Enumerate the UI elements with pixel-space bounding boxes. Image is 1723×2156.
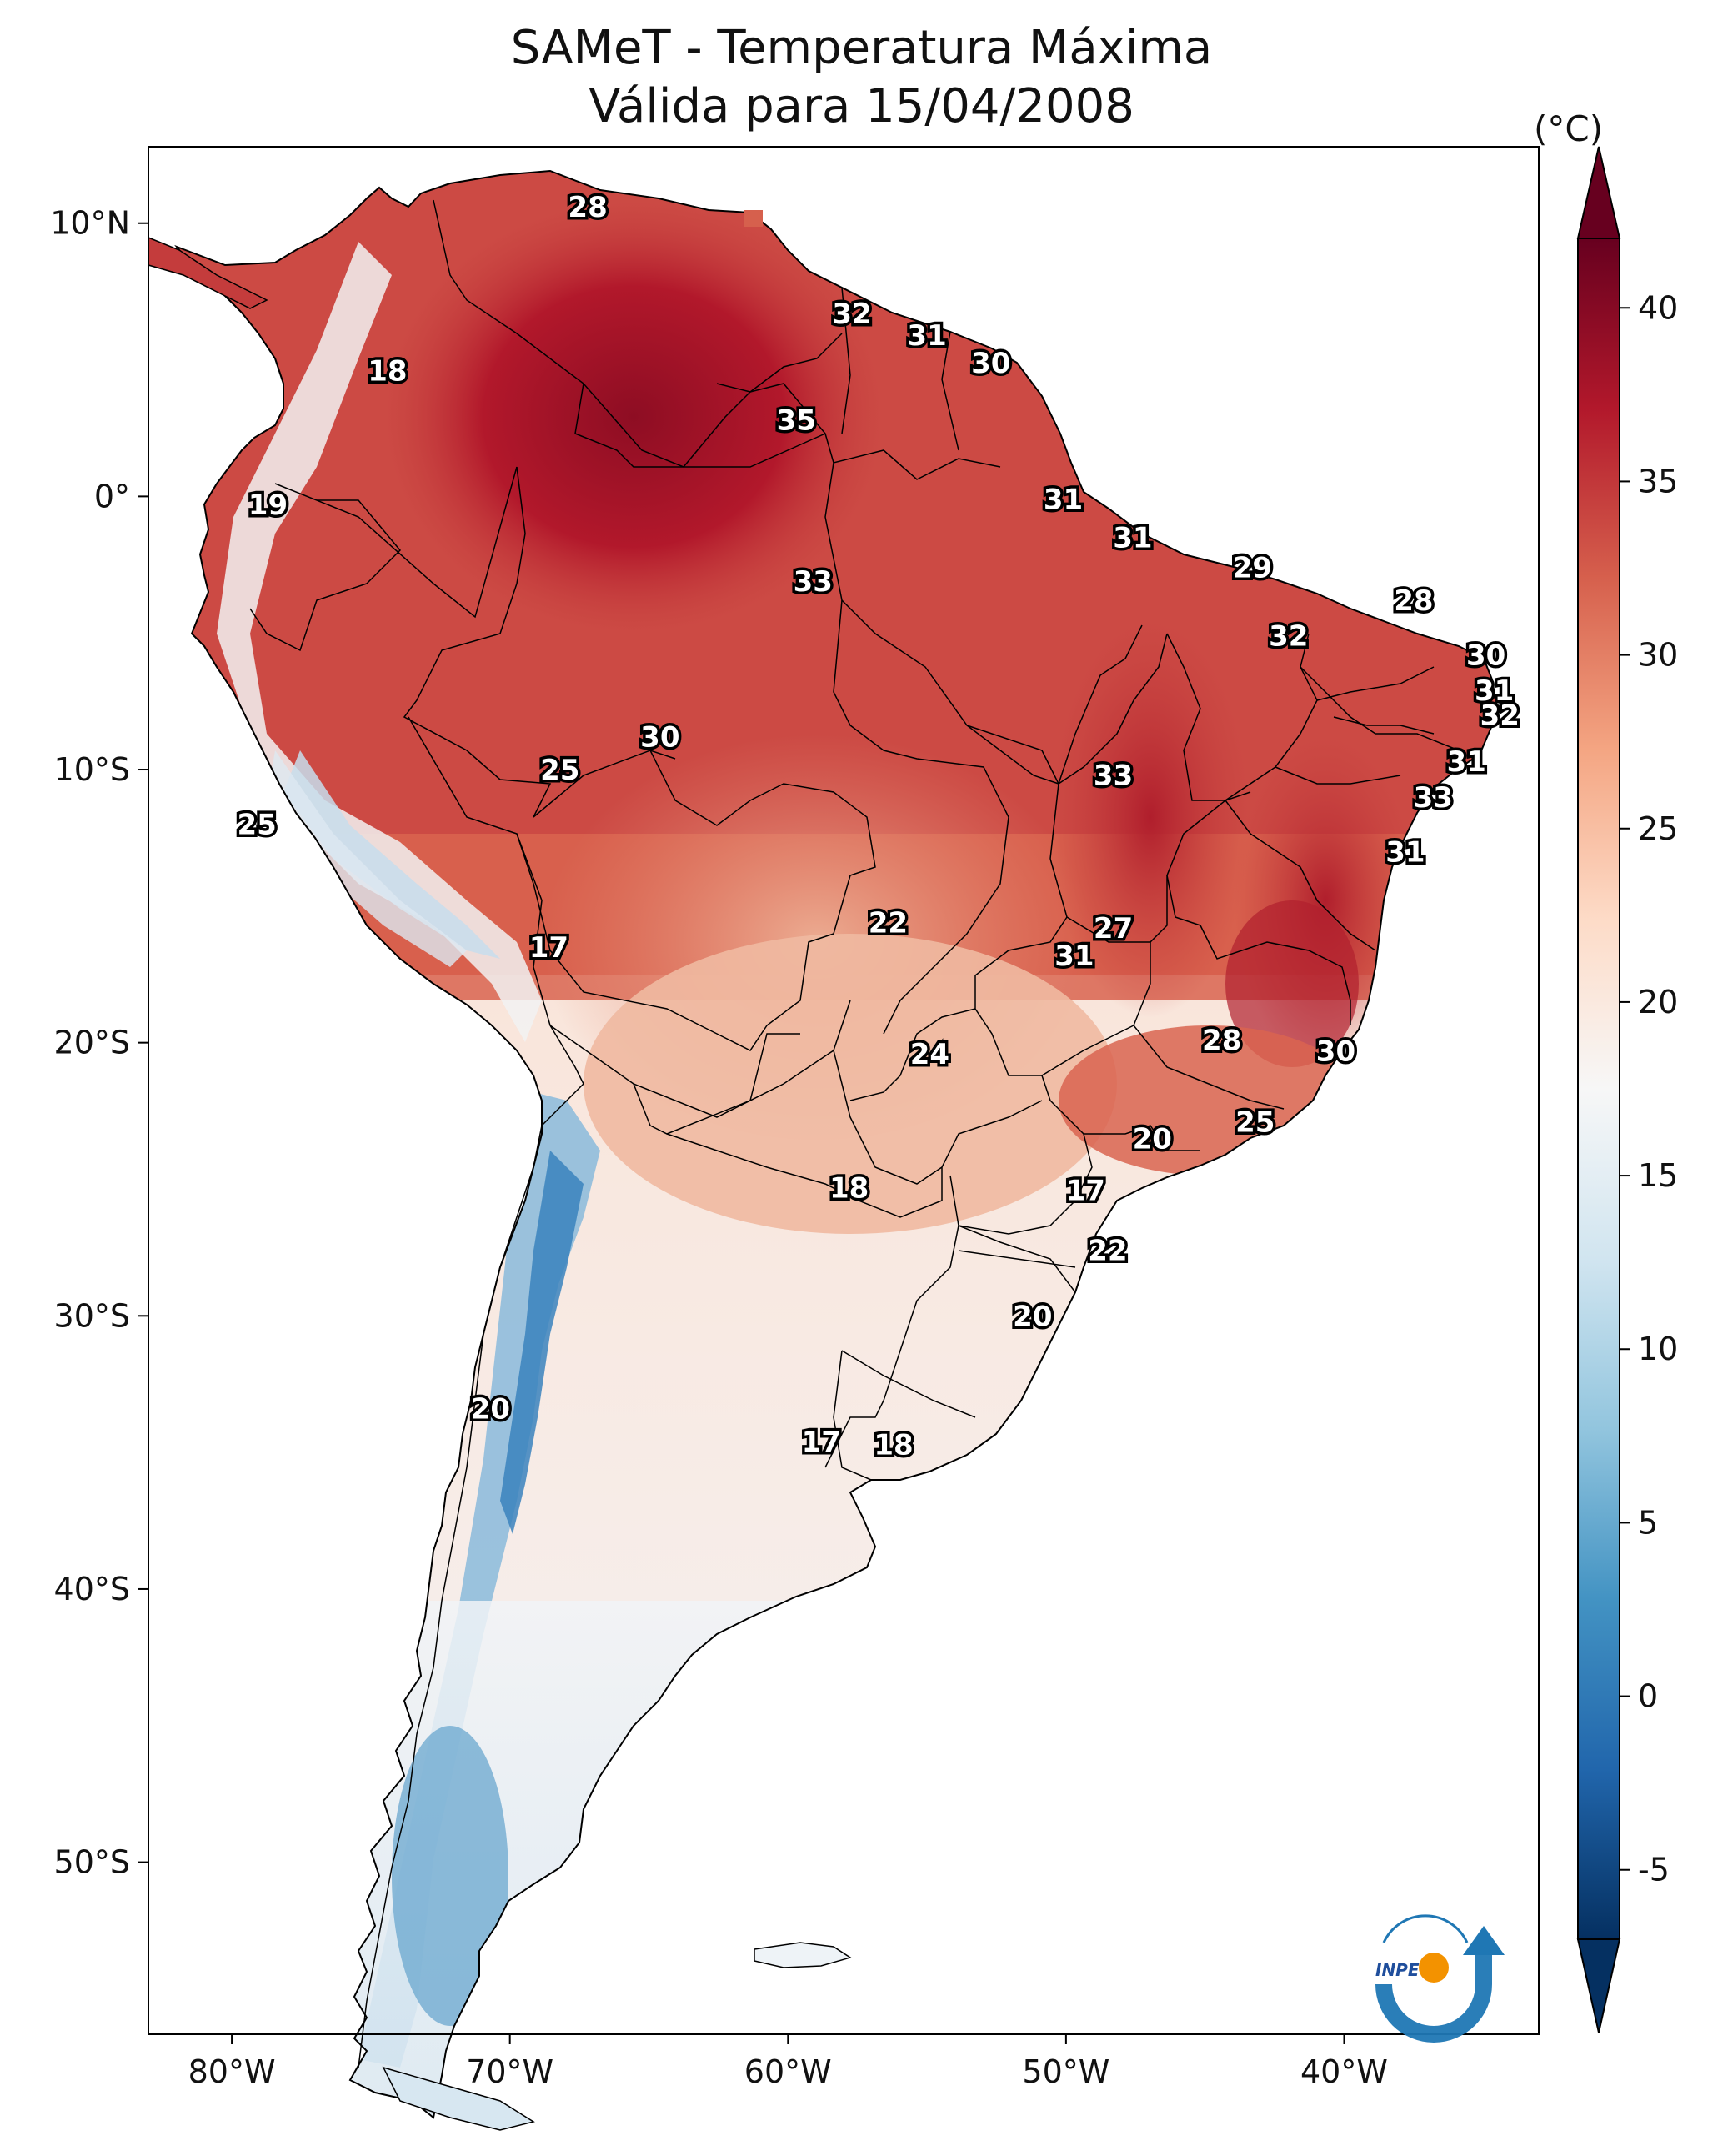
lat-tick-label: 10°S (54, 751, 130, 788)
station-label: 17 (1066, 1175, 1105, 1208)
map-title-line1: SAMeT - Temperatura Máxima (510, 21, 1213, 75)
colorbar-min-extension (1576, 1938, 1621, 2033)
inpe-logo: INPE (1375, 1914, 1505, 2043)
colorbar-tick-label: -5 (1638, 1852, 1670, 1888)
station-label: 18 (368, 355, 407, 389)
map-title-line2: Válida para 15/04/2008 (589, 79, 1134, 133)
station-label: 33 (1094, 760, 1133, 793)
logo-sun-icon (1419, 1953, 1449, 1983)
map-frame (148, 146, 1540, 2035)
station-label: 24 (910, 1038, 949, 1071)
political-borders (249, 199, 1460, 2068)
station-label: 31 (1475, 674, 1514, 708)
station-label: 29 (1233, 552, 1272, 585)
colorbar-max-extension (1576, 146, 1621, 239)
falkland-islands (754, 1942, 852, 1968)
longitude-axis: 80°W 70°W 60°W 50°W 40°W (188, 2034, 1388, 2090)
station-label: 32 (832, 298, 871, 331)
colorbar: 40 35 30 25 20 15 10 5 0 -5 (1576, 146, 1678, 2033)
station-label: 30 (971, 347, 1010, 380)
station-label: 19 (248, 489, 288, 522)
station-label: 25 (540, 754, 579, 787)
station-label: 33 (794, 565, 833, 599)
station-label: 18 (874, 1428, 913, 1462)
colorbar-tick-label: 0 (1638, 1678, 1658, 1715)
station-label: 27 (1094, 912, 1133, 945)
station-label: 31 (1385, 835, 1425, 869)
station-label: 22 (869, 907, 908, 940)
colorbar-tick-label: 25 (1638, 810, 1678, 847)
colorbar-tick-label: 20 (1638, 984, 1678, 1020)
station-label: 28 (1202, 1024, 1241, 1057)
station-label: 31 (1113, 522, 1152, 555)
colorbar-ticks: 40 35 30 25 20 15 10 5 0 -5 (1620, 289, 1678, 1888)
station-label: 30 (640, 721, 679, 755)
station-label: 25 (237, 809, 276, 842)
station-label: 33 (1414, 781, 1453, 815)
central-america (148, 236, 268, 309)
lon-tick-label: 70°W (466, 2053, 553, 2090)
logo-orbit-icon (1382, 1914, 1469, 1943)
colorbar-tick-label: 15 (1638, 1157, 1678, 1194)
lat-tick-label: 40°S (54, 1571, 130, 1607)
coastline (174, 169, 1498, 2119)
station-label: 35 (777, 404, 816, 438)
lon-tick-label: 50°W (1022, 2053, 1109, 2090)
lat-tick-label: 50°S (54, 1844, 130, 1881)
lon-tick-label: 80°W (188, 2053, 276, 2090)
lat-tick-label: 20°S (54, 1025, 130, 1061)
station-label: 28 (568, 191, 607, 224)
logo-arrow-icon (1463, 1926, 1505, 1955)
station-label: 17 (802, 1426, 841, 1459)
station-label: 31 (1054, 940, 1094, 973)
latitude-axis: 10°N 0° 10°S 20°S 30°S 40°S 50°S (50, 205, 148, 1881)
logo-text: INPE (1375, 1960, 1420, 1980)
trinidad-island (744, 210, 763, 227)
tierra-del-fuego (382, 2066, 535, 2131)
lon-tick-label: 60°W (744, 2053, 832, 2090)
colorbar-tick-label: 40 (1638, 289, 1678, 326)
station-label: 30 (1316, 1035, 1355, 1068)
lat-tick-label: 0° (94, 478, 130, 514)
colorbar-unit: (°C) (1534, 108, 1604, 149)
colorbar-gradient (1577, 238, 1620, 1940)
station-label: 20 (1133, 1122, 1172, 1156)
station-label: 22 (1088, 1235, 1127, 1268)
station-label: 31 (907, 319, 946, 353)
colorbar-tick-label: 35 (1638, 463, 1678, 499)
station-label: 30 (1466, 639, 1505, 672)
station-label: 28 (1394, 584, 1433, 618)
station-label: 17 (529, 931, 568, 965)
station-label: 32 (1269, 619, 1308, 653)
logo-swoosh-icon (1375, 1951, 1492, 2043)
station-label: 31 (1044, 484, 1083, 517)
lat-tick-label: 30°S (54, 1297, 130, 1334)
lon-tick-label: 40°W (1300, 2053, 1388, 2090)
colorbar-tick-label: 5 (1638, 1504, 1658, 1541)
station-label: 18 (829, 1171, 869, 1205)
station-label: 20 (1013, 1300, 1052, 1333)
colorbar-tick-label: 10 (1638, 1331, 1678, 1367)
station-label: 31 (1447, 745, 1486, 779)
colorbar-tick-label: 30 (1638, 637, 1678, 674)
station-label: 25 (1235, 1106, 1275, 1140)
station-label: 20 (471, 1393, 510, 1426)
lat-tick-label: 10°N (50, 205, 130, 242)
station-label: 32 (1480, 699, 1520, 732)
